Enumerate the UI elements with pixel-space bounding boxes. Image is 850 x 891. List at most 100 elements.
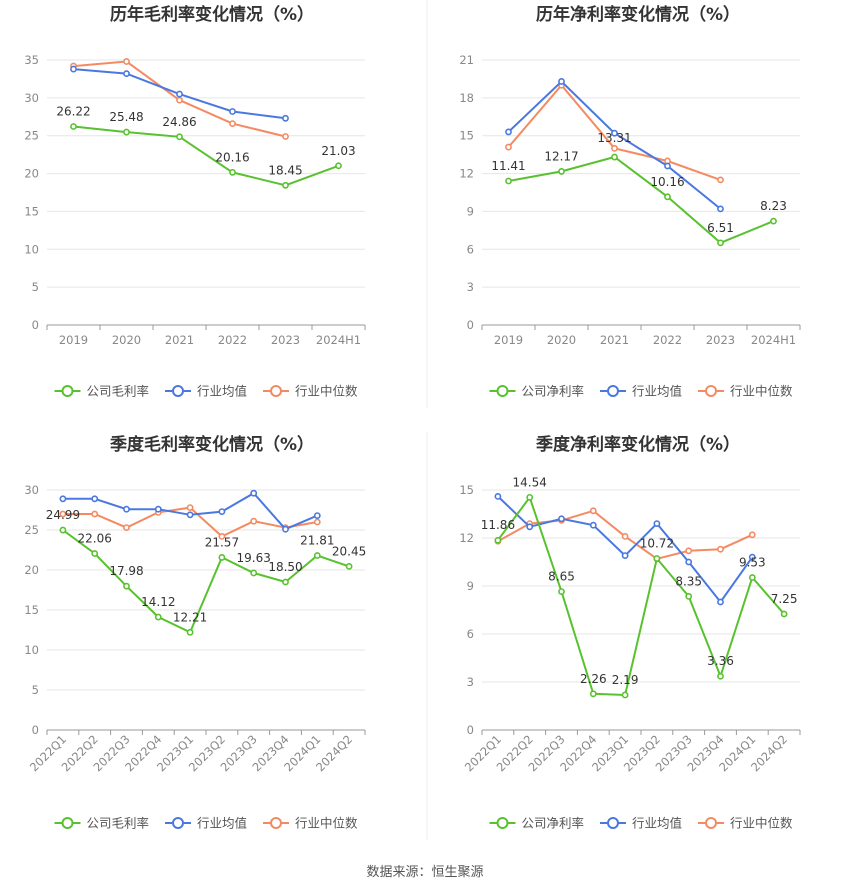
data-point-industry_median xyxy=(123,58,130,65)
data-point-industry_avg xyxy=(717,205,724,213)
data-label: 24.99 xyxy=(46,508,80,522)
y-tick-label: 25 xyxy=(24,129,39,143)
data-point-industry_avg xyxy=(229,108,236,115)
data-point-industry_avg xyxy=(282,525,289,533)
data-point-industry_avg xyxy=(526,523,534,531)
data-point-industry_avg xyxy=(664,162,671,170)
data-label: 14.54 xyxy=(513,475,547,489)
legend-marker-industry_median xyxy=(270,817,282,829)
legend: 公司毛利率 行业均值 行业中位数 xyxy=(54,384,358,399)
data-point-company xyxy=(717,239,724,247)
x-tick-label: 2022 xyxy=(653,333,682,347)
y-tick-label: 10 xyxy=(24,242,39,256)
legend-label-company: 公司净利率 xyxy=(522,816,585,831)
data-point-industry_median xyxy=(621,533,629,540)
data-point-industry_avg xyxy=(123,70,130,78)
data-point-industry_median xyxy=(717,176,724,184)
data-point-company xyxy=(335,162,342,170)
data-point-company xyxy=(123,582,130,590)
legend-marker-industry_avg xyxy=(172,385,184,397)
data-label: 8.65 xyxy=(548,570,575,584)
data-label: 9.53 xyxy=(739,556,766,570)
y-tick-label: 25 xyxy=(24,523,39,537)
data-point-industry_median xyxy=(313,518,321,526)
data-point-industry_median xyxy=(176,96,183,104)
data-label: 20.16 xyxy=(215,150,249,164)
data-point-company xyxy=(123,128,130,136)
data-point-company xyxy=(621,691,629,699)
data-point-industry_median xyxy=(589,507,597,515)
legend-marker-industry_avg xyxy=(607,817,619,829)
chart-title: 季度净利率变化情况（%） xyxy=(536,434,740,455)
legend-label-industry_median: 行业中位数 xyxy=(295,384,358,399)
data-point-industry_avg xyxy=(70,65,77,73)
x-tick-label: 2019 xyxy=(494,333,523,347)
legend-label-industry_median: 行业中位数 xyxy=(730,816,793,831)
data-label: 11.86 xyxy=(481,518,515,532)
chart-title: 历年毛利率变化情况（%） xyxy=(110,4,314,25)
chart-quarterly-net: 季度净利率变化情况（%）036912152022Q12022Q22022Q320… xyxy=(459,434,801,831)
legend: 公司净利率 行业均值 行业中位数 xyxy=(489,816,793,831)
x-tick-label: 2024H1 xyxy=(751,333,796,347)
data-point-company xyxy=(282,181,289,189)
data-point-company xyxy=(780,610,788,618)
y-tick-label: 20 xyxy=(24,563,39,577)
data-point-company xyxy=(770,217,777,225)
data-point-industry_median xyxy=(229,120,236,127)
data-label: 11.41 xyxy=(491,159,525,173)
legend-label-industry_avg: 行业均值 xyxy=(197,816,247,831)
chart-title: 季度毛利率变化情况（%） xyxy=(110,434,314,455)
data-point-industry_avg xyxy=(250,489,258,497)
data-point-company xyxy=(282,578,289,586)
data-point-company xyxy=(494,536,502,544)
data-point-industry_avg xyxy=(91,495,99,503)
series-line-company xyxy=(508,155,774,244)
y-tick-label: 15 xyxy=(24,603,39,617)
data-point-industry_avg xyxy=(494,492,502,500)
y-tick-label: 15 xyxy=(459,483,474,497)
legend-marker-company xyxy=(61,817,74,829)
legend-label-industry_median: 行业中位数 xyxy=(730,384,793,399)
legend-label-industry_avg: 行业均值 xyxy=(197,384,247,399)
legend-marker-industry_median xyxy=(270,385,282,397)
data-point-industry_avg xyxy=(717,598,724,606)
data-label: 20.45 xyxy=(332,544,366,558)
legend-label-industry_avg: 行业均值 xyxy=(632,816,682,831)
y-tick-label: 12 xyxy=(459,167,474,181)
chart-annual-net: 历年净利率变化情况（%） 0 3 6 9 12 15 18 21 2019 2020 2021 2022… xyxy=(459,4,801,399)
data-point-company xyxy=(589,690,597,698)
y-tick-label: 6 xyxy=(467,627,474,641)
data-label: 24.86 xyxy=(162,115,196,129)
data-point-industry_avg xyxy=(748,553,756,561)
series-line-company xyxy=(62,529,350,634)
data-label: 10.72 xyxy=(640,536,674,550)
data-label: 13.31 xyxy=(597,131,631,145)
data-point-company xyxy=(717,672,724,680)
data-point-industry_avg xyxy=(558,78,565,85)
x-tick-label: 2022 xyxy=(218,333,247,347)
y-tick-label: 20 xyxy=(24,167,39,181)
data-point-company xyxy=(154,613,162,621)
legend: 公司毛利率 行业均值 行业中位数 xyxy=(54,816,358,831)
data-point-industry_avg xyxy=(505,128,512,136)
legend-marker-industry_median xyxy=(705,817,717,829)
legend-marker-industry_avg xyxy=(172,817,184,829)
data-label: 21.03 xyxy=(321,144,355,158)
legend: 公司净利率 行业均值 行业中位数 xyxy=(489,384,793,399)
y-tick-label: 21 xyxy=(459,53,474,67)
legend-label-industry_avg: 行业均值 xyxy=(632,384,682,399)
y-tick-label: 15 xyxy=(459,129,474,143)
data-point-industry_avg xyxy=(123,505,130,513)
legend-marker-company xyxy=(496,385,509,397)
data-point-company xyxy=(685,593,693,600)
x-tick-label: 2024H1 xyxy=(316,333,361,347)
data-label: 21.57 xyxy=(205,535,239,549)
y-tick-label: 9 xyxy=(467,204,474,218)
data-point-industry_avg xyxy=(621,552,629,559)
data-point-company xyxy=(748,574,756,581)
data-label: 8.35 xyxy=(675,574,702,588)
data-label: 12.17 xyxy=(544,149,578,163)
data-point-industry_avg xyxy=(154,505,162,513)
y-tick-label: 9 xyxy=(467,579,474,593)
